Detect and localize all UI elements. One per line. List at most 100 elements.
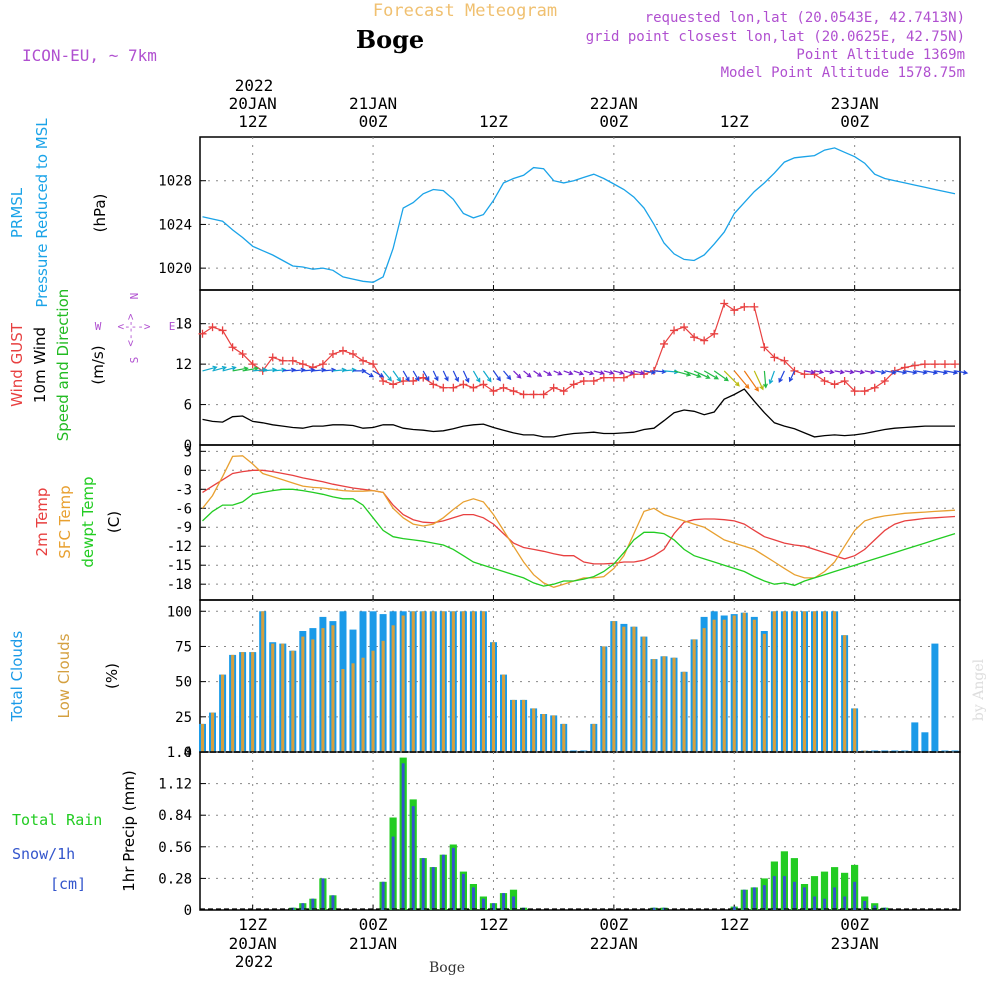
wind-direction-arrow bbox=[914, 369, 928, 375]
top-date-label: 22JAN bbox=[590, 94, 638, 113]
wind-direction-arrow bbox=[613, 370, 625, 375]
gust-marker bbox=[338, 346, 347, 355]
y-tick-label: 1020 bbox=[158, 261, 192, 277]
low-cloud-bar bbox=[291, 650, 295, 752]
gust-marker bbox=[539, 390, 548, 399]
low-cloud-bar bbox=[311, 639, 315, 752]
top-year-label: 2022 bbox=[235, 76, 274, 95]
gust-marker bbox=[318, 360, 327, 369]
forecast-label: Forecast Meteogram bbox=[373, 1, 557, 21]
pressure-ylabel-msl: Pressure Reduced to MSL bbox=[33, 118, 51, 308]
gust-marker bbox=[750, 302, 759, 311]
model-label: ICON-EU, ~ 7km bbox=[22, 46, 157, 65]
gust-marker bbox=[439, 383, 448, 392]
wind-direction-arrow bbox=[864, 369, 876, 375]
low-cloud-bar bbox=[552, 715, 556, 752]
wind-direction-arrow bbox=[222, 365, 237, 372]
footer-location: Boge bbox=[429, 960, 465, 976]
low-cloud-bar bbox=[411, 611, 415, 752]
snow-bar bbox=[482, 898, 485, 910]
gust-marker bbox=[780, 356, 789, 365]
low-cloud-bar bbox=[782, 611, 786, 752]
wind-direction-arrow bbox=[894, 369, 908, 375]
low-cloud-bar bbox=[853, 708, 857, 752]
wind-direction-arrow bbox=[422, 370, 430, 382]
snow-bar bbox=[411, 806, 415, 910]
wind-direction-arrow bbox=[814, 369, 825, 375]
y-tick-label: 3 bbox=[184, 444, 192, 460]
snow-bar bbox=[472, 887, 475, 910]
low-cloud-bar bbox=[722, 619, 726, 752]
temp-ylabel-dewpt: dewpt Temp bbox=[79, 476, 97, 567]
wind-direction-arrow bbox=[733, 370, 750, 390]
requested-coords: requested lon,lat (20.0543E, 42.7413N) bbox=[645, 10, 965, 26]
snow-bar bbox=[461, 873, 465, 910]
wind-direction-arrow bbox=[623, 370, 635, 375]
wind-direction-arrow bbox=[312, 367, 327, 373]
low-cloud-bar bbox=[532, 708, 536, 752]
top-hour-label: 12Z bbox=[720, 112, 749, 131]
y-tick-label: -18 bbox=[167, 577, 192, 593]
wind-direction-arrow bbox=[924, 370, 939, 375]
gust-marker bbox=[238, 350, 247, 359]
rain-bar bbox=[841, 872, 849, 910]
y-tick-label: 75 bbox=[175, 639, 192, 655]
wind-direction-arrow bbox=[934, 370, 949, 375]
gust-marker bbox=[920, 360, 929, 369]
pressure-panel: 1020 1024 1028 bbox=[158, 136, 961, 291]
temp-sfc-line bbox=[201, 455, 956, 588]
bottom-hour-label: 00Z bbox=[840, 915, 869, 934]
wind-direction-arrow bbox=[322, 367, 337, 373]
wind-direction-arrow bbox=[452, 370, 459, 383]
total-cloud-bar bbox=[911, 722, 919, 752]
precipitation-panel: 0 0.28 0.56 0.84 1.12 1.4 bbox=[158, 745, 961, 919]
low-cloud-bar bbox=[502, 674, 506, 752]
snow-bar bbox=[652, 907, 656, 910]
wind-direction-arrow bbox=[824, 369, 835, 375]
gust-marker bbox=[690, 333, 699, 342]
gust-marker bbox=[900, 363, 909, 372]
low-cloud-bar bbox=[562, 723, 566, 752]
wind-direction-arrow bbox=[884, 369, 897, 375]
wind-direction-arrow bbox=[382, 370, 393, 382]
y-tick-label: 0.84 bbox=[158, 808, 192, 824]
top-hour-label: 00Z bbox=[840, 112, 869, 131]
top-date-label: 23JAN bbox=[831, 94, 879, 113]
wind-direction-arrow bbox=[242, 366, 260, 372]
wind-direction-arrow bbox=[743, 370, 759, 392]
gust-marker bbox=[940, 360, 949, 369]
gust-marker bbox=[549, 383, 558, 392]
wind-direction-arrow bbox=[402, 370, 410, 382]
wind-direction-arrow bbox=[768, 370, 775, 385]
gust-marker bbox=[579, 376, 588, 385]
panel-frame bbox=[199, 136, 961, 291]
low-cloud-bar bbox=[622, 626, 626, 752]
bottom-hour-label: 00Z bbox=[359, 915, 388, 934]
y-tick-label: 0.28 bbox=[158, 871, 192, 887]
top-hour-label: 12Z bbox=[238, 112, 267, 131]
wind-direction-arrow bbox=[804, 369, 816, 375]
pressure-ylabel-prmsl: PRMSL bbox=[8, 187, 26, 238]
wind-ylabel-speed-dir: Speed and Direction bbox=[54, 289, 72, 442]
wind-direction-arrow bbox=[493, 370, 501, 382]
gust-marker bbox=[700, 336, 709, 345]
gust-marker bbox=[298, 360, 307, 369]
wind-direction-arrow bbox=[683, 370, 702, 378]
wind-direction-arrow bbox=[392, 370, 402, 383]
low-cloud-bar bbox=[742, 612, 746, 752]
low-cloud-bar bbox=[401, 615, 405, 752]
snow-bar bbox=[331, 895, 335, 910]
snow-bar bbox=[421, 858, 425, 910]
snow-bar bbox=[502, 893, 505, 910]
low-cloud-bar bbox=[301, 636, 305, 752]
gust-marker bbox=[680, 323, 689, 332]
low-cloud-bar bbox=[321, 628, 325, 752]
snow-bar bbox=[772, 876, 776, 910]
low-cloud-bar bbox=[732, 615, 736, 752]
low-cloud-bar bbox=[843, 635, 847, 752]
compass-ns-arrow: <---> bbox=[124, 313, 137, 346]
clouds-panel: 0 25 50 75 100 bbox=[167, 599, 961, 761]
gust-marker bbox=[810, 370, 819, 379]
top-date-label: 20JAN bbox=[229, 94, 277, 113]
location-title: Boge bbox=[356, 25, 424, 54]
